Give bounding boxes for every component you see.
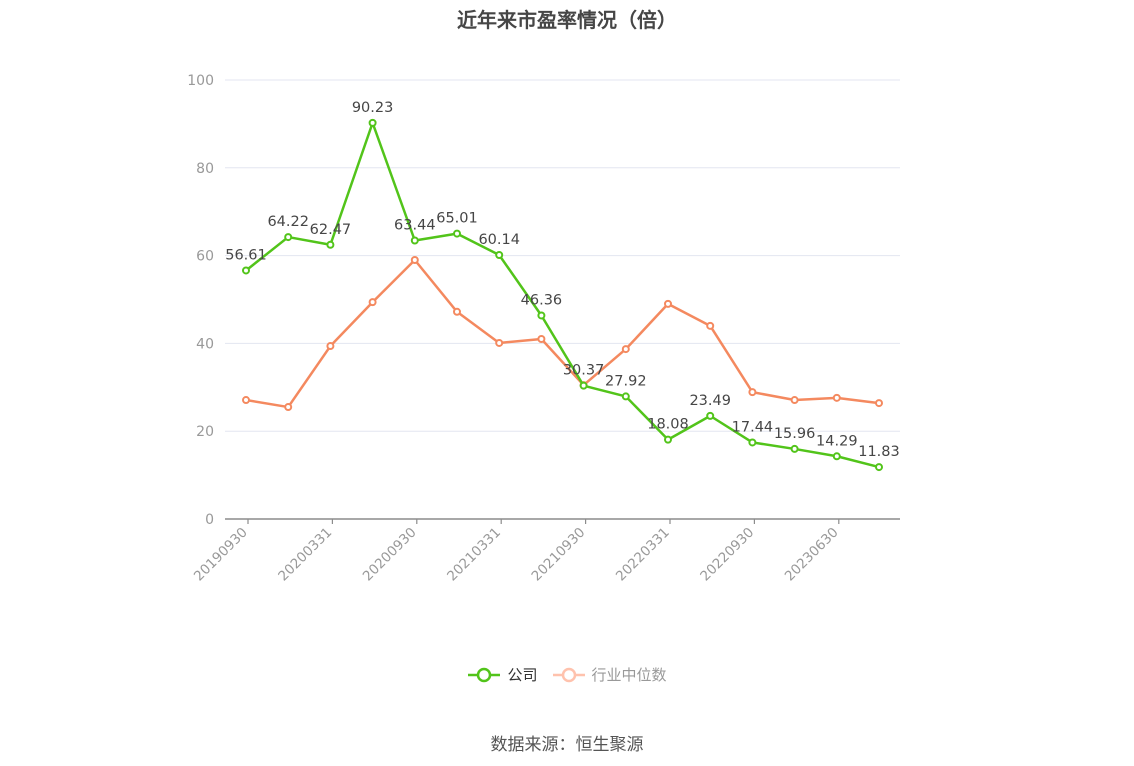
data-point[interactable] bbox=[410, 255, 419, 264]
data-point[interactable] bbox=[495, 338, 504, 347]
x-tick-label: 20210930 bbox=[529, 525, 589, 585]
data-point[interactable] bbox=[832, 393, 841, 402]
data-point[interactable] bbox=[284, 403, 293, 412]
data-point[interactable] bbox=[875, 399, 883, 408]
data-label: 90.23 bbox=[352, 100, 394, 116]
data-label: 46.36 bbox=[521, 292, 563, 308]
y-tick-label: 0 bbox=[205, 512, 214, 528]
data-point[interactable] bbox=[706, 321, 715, 330]
data-label: 56.61 bbox=[225, 247, 267, 263]
gridlines bbox=[225, 79, 900, 432]
data-point[interactable] bbox=[326, 342, 335, 351]
data-point[interactable] bbox=[537, 335, 546, 344]
series-lines bbox=[242, 118, 883, 472]
data-point[interactable] bbox=[410, 236, 419, 245]
x-tick-label: 20200930 bbox=[360, 525, 420, 585]
x-tick-label: 20210331 bbox=[444, 525, 504, 585]
x-tick-label: 20220331 bbox=[613, 525, 673, 585]
series-line bbox=[245, 258, 880, 409]
data-point[interactable] bbox=[664, 435, 672, 444]
data-point[interactable] bbox=[748, 438, 757, 447]
data-label: 64.22 bbox=[267, 214, 309, 230]
data-point[interactable] bbox=[495, 250, 504, 259]
y-tick-label: 80 bbox=[196, 161, 214, 177]
data-point[interactable] bbox=[875, 463, 883, 472]
data-point[interactable] bbox=[621, 345, 630, 354]
x-tick-label: 20220930 bbox=[697, 525, 757, 585]
data-point[interactable] bbox=[832, 452, 841, 461]
data-label: 17.44 bbox=[732, 419, 774, 435]
data-label: 18.08 bbox=[647, 417, 689, 433]
data-point[interactable] bbox=[664, 299, 672, 308]
legend-label: 公司 bbox=[507, 666, 538, 684]
data-label: 15.96 bbox=[774, 426, 816, 442]
legend-industry-icon bbox=[552, 667, 585, 682]
data-label: 62.47 bbox=[310, 222, 352, 238]
data-point[interactable] bbox=[579, 381, 588, 390]
data-label: 14.29 bbox=[816, 433, 858, 449]
legend: 公司 行业中位数 bbox=[0, 664, 1134, 685]
data-point[interactable] bbox=[790, 396, 799, 405]
y-tick-label: 40 bbox=[196, 336, 214, 352]
legend-company-icon bbox=[468, 667, 501, 682]
data-point[interactable] bbox=[242, 396, 250, 405]
data-point[interactable] bbox=[748, 388, 757, 397]
data-point[interactable] bbox=[621, 392, 630, 401]
legend-item-industry-median[interactable]: 行业中位数 bbox=[552, 664, 667, 685]
x-tick-label: 20190930 bbox=[191, 525, 251, 585]
x-tick-label: 20230630 bbox=[782, 525, 842, 585]
data-source: 数据来源：恒生聚源 bbox=[490, 735, 644, 755]
data-label: 65.01 bbox=[436, 211, 478, 227]
x-tick-label: 20200331 bbox=[275, 525, 335, 585]
data-label: 60.14 bbox=[478, 232, 520, 248]
data-label: 30.37 bbox=[563, 363, 605, 379]
y-tick-label: 20 bbox=[196, 424, 214, 440]
line-chart: 0 20 40 60 80 100 20190930 20200331 20200930 202… bbox=[187, 73, 900, 585]
data-point[interactable] bbox=[326, 240, 335, 249]
y-tick-label: 60 bbox=[196, 249, 214, 265]
data-point[interactable] bbox=[453, 229, 461, 238]
data-label: 63.44 bbox=[394, 217, 436, 233]
data-point[interactable] bbox=[537, 311, 546, 320]
x-axis: 20190930 20200331 20200930 20210331 20210930… bbox=[191, 518, 900, 585]
data-point[interactable] bbox=[368, 298, 377, 307]
data-point[interactable] bbox=[368, 118, 377, 127]
data-point[interactable] bbox=[706, 411, 715, 420]
data-label: 27.92 bbox=[605, 373, 647, 389]
data-point[interactable] bbox=[242, 266, 250, 275]
legend-label: 行业中位数 bbox=[591, 666, 667, 684]
legend-item-company[interactable]: 公司 bbox=[467, 664, 538, 685]
y-tick-label: 100 bbox=[187, 73, 214, 89]
data-point[interactable] bbox=[284, 233, 293, 242]
data-label: 11.83 bbox=[858, 444, 900, 460]
data-point[interactable] bbox=[790, 444, 799, 453]
y-axis: 0 20 40 60 80 100 bbox=[187, 73, 214, 528]
data-point[interactable] bbox=[453, 307, 461, 316]
chart-title: 近年来市盈率情况（倍） bbox=[457, 8, 677, 32]
series-line bbox=[245, 121, 880, 469]
data-label: 23.49 bbox=[689, 393, 731, 409]
